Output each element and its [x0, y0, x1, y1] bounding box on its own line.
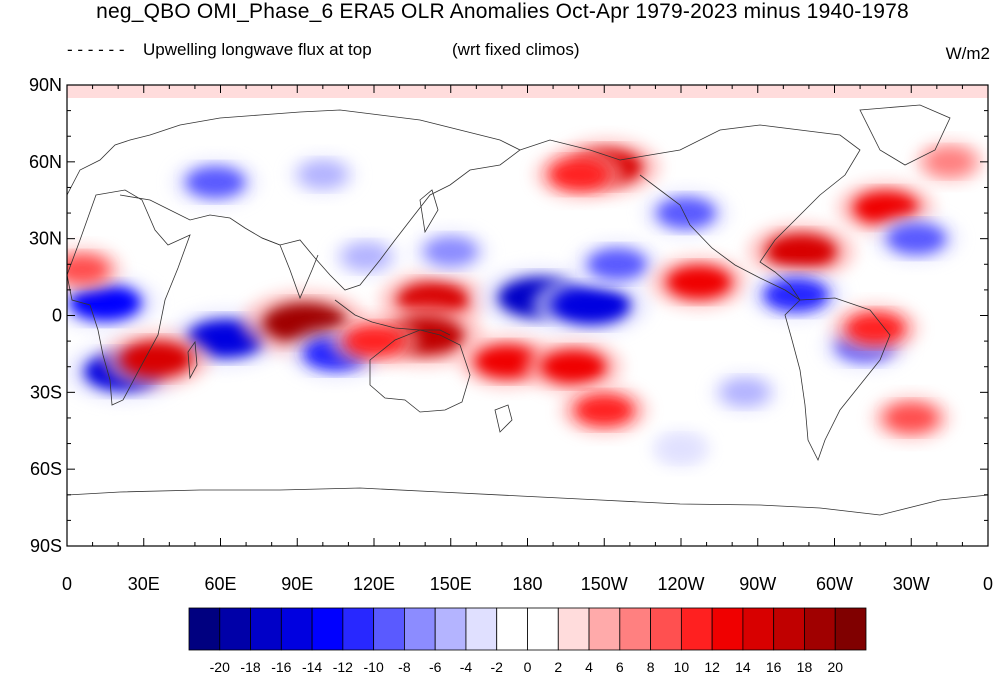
- colorbar-swatch: [742, 607, 775, 651]
- colorbar-swatch: [588, 607, 621, 651]
- lon-tick-label: 60E: [204, 574, 236, 594]
- colorbar-label: 14: [735, 659, 751, 675]
- lat-tick-label: 60N: [29, 152, 62, 172]
- colorbar-swatch: [496, 607, 528, 651]
- anomaly-blob: [926, 148, 974, 176]
- anomaly-blob: [299, 161, 347, 189]
- colorbar-swatch: [557, 607, 590, 651]
- longitude-axis: 0 30E 60E 90E 120E 150E 180 150W 120W 90W 60W 30W 0: [62, 574, 993, 594]
- colorbar-swatch: [773, 607, 805, 651]
- colorbar-label: 4: [585, 659, 593, 675]
- colorbar-swatch: [311, 607, 344, 651]
- lon-tick-label: 90E: [281, 574, 313, 594]
- anomaly-blob: [540, 349, 607, 384]
- colorbar-label: 18: [797, 659, 813, 675]
- colorbar-label: -12: [333, 659, 353, 675]
- latitude-axis: 90N 60N 30N 0 30S 60S 90S: [29, 75, 62, 556]
- colorbar-swatch: [834, 607, 867, 651]
- colorbar-label: -10: [364, 659, 384, 675]
- lat-tick-label: 30S: [30, 382, 62, 402]
- units-label: W/m2: [945, 44, 990, 63]
- colorbar-swatch: [342, 607, 375, 651]
- lat-tick-label: 0: [52, 306, 62, 326]
- colorbar-label: -8: [398, 659, 411, 675]
- coastlines: [67, 104, 988, 516]
- colorbar-swatch: [219, 607, 251, 651]
- plot-title: neg_QBO OMI_Phase_6 ERA5 OLR Anomalies O…: [96, 0, 909, 23]
- colorbar-label: -6: [429, 659, 442, 675]
- colorbar-label: 8: [647, 659, 655, 675]
- lon-tick-label: 120W: [657, 574, 704, 594]
- lon-tick-label: 30W: [893, 574, 930, 594]
- colorbar-label: 6: [616, 659, 624, 675]
- colorbar-swatch: [711, 607, 744, 651]
- colorbar-label: -4: [460, 659, 473, 675]
- lon-tick-label: 150E: [430, 574, 472, 594]
- anomaly-blob: [344, 325, 404, 358]
- anomaly-blob: [886, 222, 947, 255]
- anomaly-blob: [473, 344, 541, 379]
- anomaly-blob: [660, 436, 702, 462]
- colorbar-label: 10: [674, 659, 690, 675]
- colorbar-swatch: [804, 607, 836, 651]
- colorbar-swatch: [404, 607, 436, 651]
- anomaly-blob: [721, 378, 769, 406]
- lat-tick-label: 30N: [29, 229, 62, 249]
- colorbar-label: -14: [302, 659, 322, 675]
- line-style-legend: - - - - - -: [67, 40, 125, 59]
- lon-tick-label: 60W: [816, 574, 853, 594]
- colorbar-swatch: [465, 607, 498, 651]
- lon-tick-label: 0: [983, 574, 993, 594]
- anomaly-blob: [574, 394, 635, 427]
- lat-tick-label: 90S: [30, 536, 62, 556]
- colorbar-label: -16: [271, 659, 291, 675]
- anomaly-blob: [656, 197, 717, 230]
- lat-tick-label: 90N: [29, 75, 62, 95]
- anomaly-blob: [551, 285, 632, 325]
- lon-tick-label: 0: [62, 574, 72, 594]
- anomaly-blob: [762, 277, 830, 313]
- climo-note: (wrt fixed climos): [452, 40, 580, 59]
- anomaly-field: [67, 137, 986, 469]
- colorbar-label: -18: [240, 659, 260, 675]
- colorbar-swatch: [680, 607, 713, 651]
- lon-tick-label: 180: [512, 574, 542, 594]
- anomaly-blob: [764, 233, 838, 270]
- anomaly-blob: [185, 166, 246, 199]
- colorbar-label: 12: [704, 659, 720, 675]
- colorbar-swatch: [434, 607, 467, 651]
- colorbar-swatch: [527, 607, 559, 651]
- colorbar-label: 16: [766, 659, 782, 675]
- anomaly-blob: [423, 236, 478, 267]
- variable-label: Upwelling longwave flux at top: [143, 40, 372, 59]
- anomaly-blob: [68, 284, 142, 322]
- lon-tick-label: 150W: [581, 574, 628, 594]
- anomaly-blob: [884, 403, 939, 433]
- colorbar-swatch: [619, 607, 651, 651]
- colorbar-label: 0: [524, 659, 532, 675]
- lat-tick-label: 60S: [30, 459, 62, 479]
- colorbar-label: -20: [210, 659, 230, 675]
- colorbar-swatch: [373, 607, 405, 651]
- colorbar-label: -2: [491, 659, 504, 675]
- anomaly-blob: [548, 158, 609, 191]
- colorbar-swatch: [188, 607, 221, 651]
- colorbar-swatch: [650, 607, 682, 651]
- lon-tick-label: 30E: [128, 574, 160, 594]
- colorbar-swatch: [280, 607, 313, 651]
- colorbar-label: 2: [554, 659, 562, 675]
- anomaly-blob: [67, 254, 110, 285]
- anomaly-blob: [342, 242, 390, 271]
- anomaly-blob: [587, 248, 648, 281]
- anomaly-blob: [665, 265, 733, 300]
- colorbar-label: 20: [827, 659, 843, 675]
- colorbar: -20 -18 -16 -14 -12 -10 -8 -6 -4 -2 0 2 4 6 8 10 12 14 16 1…: [188, 607, 867, 675]
- anomaly-blob: [845, 312, 906, 345]
- axis-ticks: [66, 84, 989, 547]
- anomaly-blob: [120, 340, 193, 378]
- lon-tick-label: 120E: [353, 574, 395, 594]
- colorbar-swatch: [250, 607, 282, 651]
- lon-tick-label: 90W: [739, 574, 776, 594]
